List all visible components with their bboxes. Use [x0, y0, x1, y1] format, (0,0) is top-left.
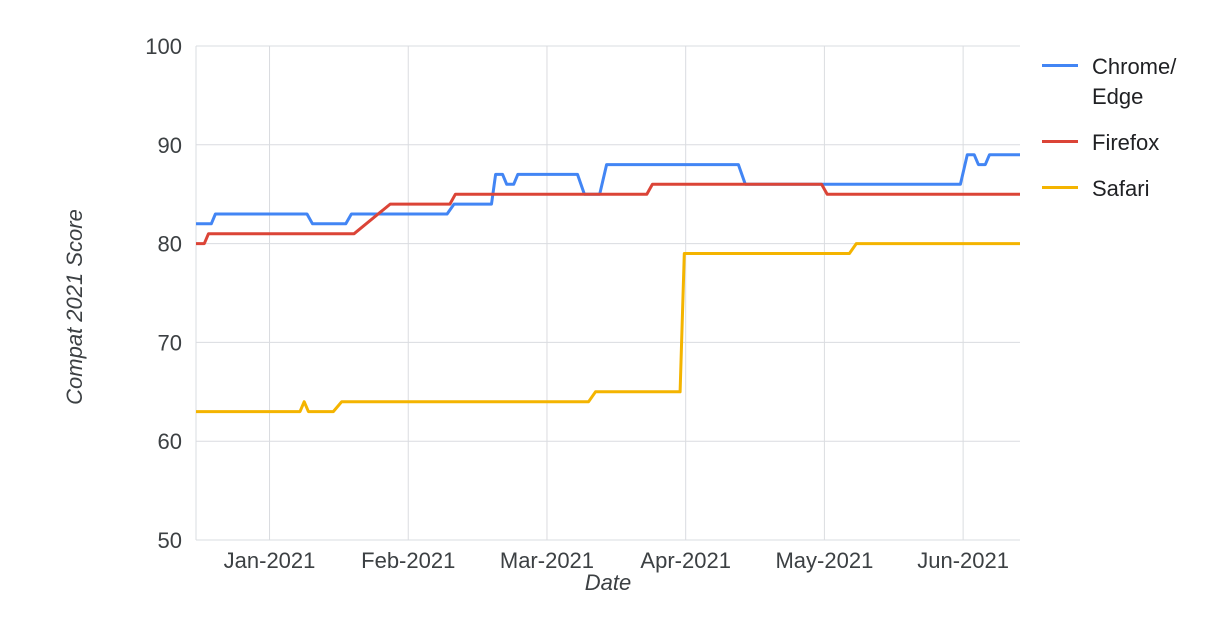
legend-item-firefox: Firefox — [1042, 128, 1176, 158]
svg-text:100: 100 — [145, 34, 182, 59]
legend-item-safari: Safari — [1042, 174, 1176, 204]
svg-text:Feb-2021: Feb-2021 — [361, 548, 455, 573]
safari-line-swatch — [1042, 186, 1078, 189]
firefox-line-swatch — [1042, 140, 1078, 143]
legend-item-chrome-edge: Chrome/ Edge — [1042, 52, 1176, 112]
svg-text:Mar-2021: Mar-2021 — [500, 548, 594, 573]
legend-label-chrome-edge: Chrome/ Edge — [1092, 54, 1177, 109]
legend-label-firefox: Firefox — [1092, 130, 1160, 155]
svg-text:60: 60 — [158, 429, 182, 454]
svg-text:70: 70 — [158, 330, 182, 355]
svg-text:Jan-2021: Jan-2021 — [224, 548, 316, 573]
svg-text:80: 80 — [158, 232, 182, 257]
chrome-edge-line-swatch — [1042, 64, 1078, 67]
svg-text:Apr-2021: Apr-2021 — [640, 548, 731, 573]
svg-text:50: 50 — [158, 528, 182, 553]
y-axis-title: Compat 2021 Score — [62, 209, 87, 405]
svg-text:Jun-2021: Jun-2021 — [917, 548, 1009, 573]
svg-text:90: 90 — [158, 133, 182, 158]
legend-label-safari: Safari — [1092, 176, 1150, 201]
x-axis-title: Date — [584, 570, 632, 595]
chart-legend: Chrome/ Edge Firefox Safari — [1042, 52, 1176, 204]
svg-text:May-2021: May-2021 — [775, 548, 873, 573]
